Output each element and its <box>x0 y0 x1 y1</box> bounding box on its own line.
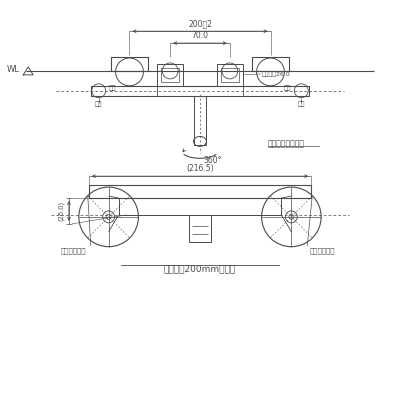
Bar <box>89 185 311 198</box>
Bar <box>252 57 289 71</box>
Text: 水気ハンドル: 水気ハンドル <box>309 248 335 254</box>
Text: スパウト回転角度: スパウト回転角度 <box>268 139 304 148</box>
Bar <box>243 86 309 96</box>
Text: 止水: 止水 <box>109 85 116 90</box>
Text: (216.5): (216.5) <box>186 164 214 173</box>
Text: 360°: 360° <box>203 156 222 165</box>
Text: 出水: 出水 <box>95 102 102 108</box>
Bar <box>91 86 157 96</box>
Bar <box>194 96 206 145</box>
Bar <box>189 215 211 242</box>
Bar <box>157 64 183 86</box>
Text: 出水: 出水 <box>298 102 305 108</box>
Text: 200　2: 200 2 <box>188 19 212 28</box>
Bar <box>118 198 282 215</box>
Text: 取付芯々200mmの場合: 取付芯々200mmの場合 <box>164 264 236 274</box>
Bar <box>221 68 239 82</box>
Bar <box>111 57 148 71</box>
Text: WL: WL <box>6 66 19 74</box>
Text: 70.0: 70.0 <box>192 31 208 40</box>
Bar <box>161 68 179 82</box>
Text: 止水: 止水 <box>284 85 291 90</box>
Text: 温水ハンドル: 温水ハンドル <box>61 248 86 254</box>
Bar <box>91 86 309 96</box>
Text: (26.0): (26.0) <box>58 201 64 221</box>
Text: 六角対辺26.0: 六角対辺26.0 <box>262 71 290 77</box>
Bar <box>217 64 243 86</box>
